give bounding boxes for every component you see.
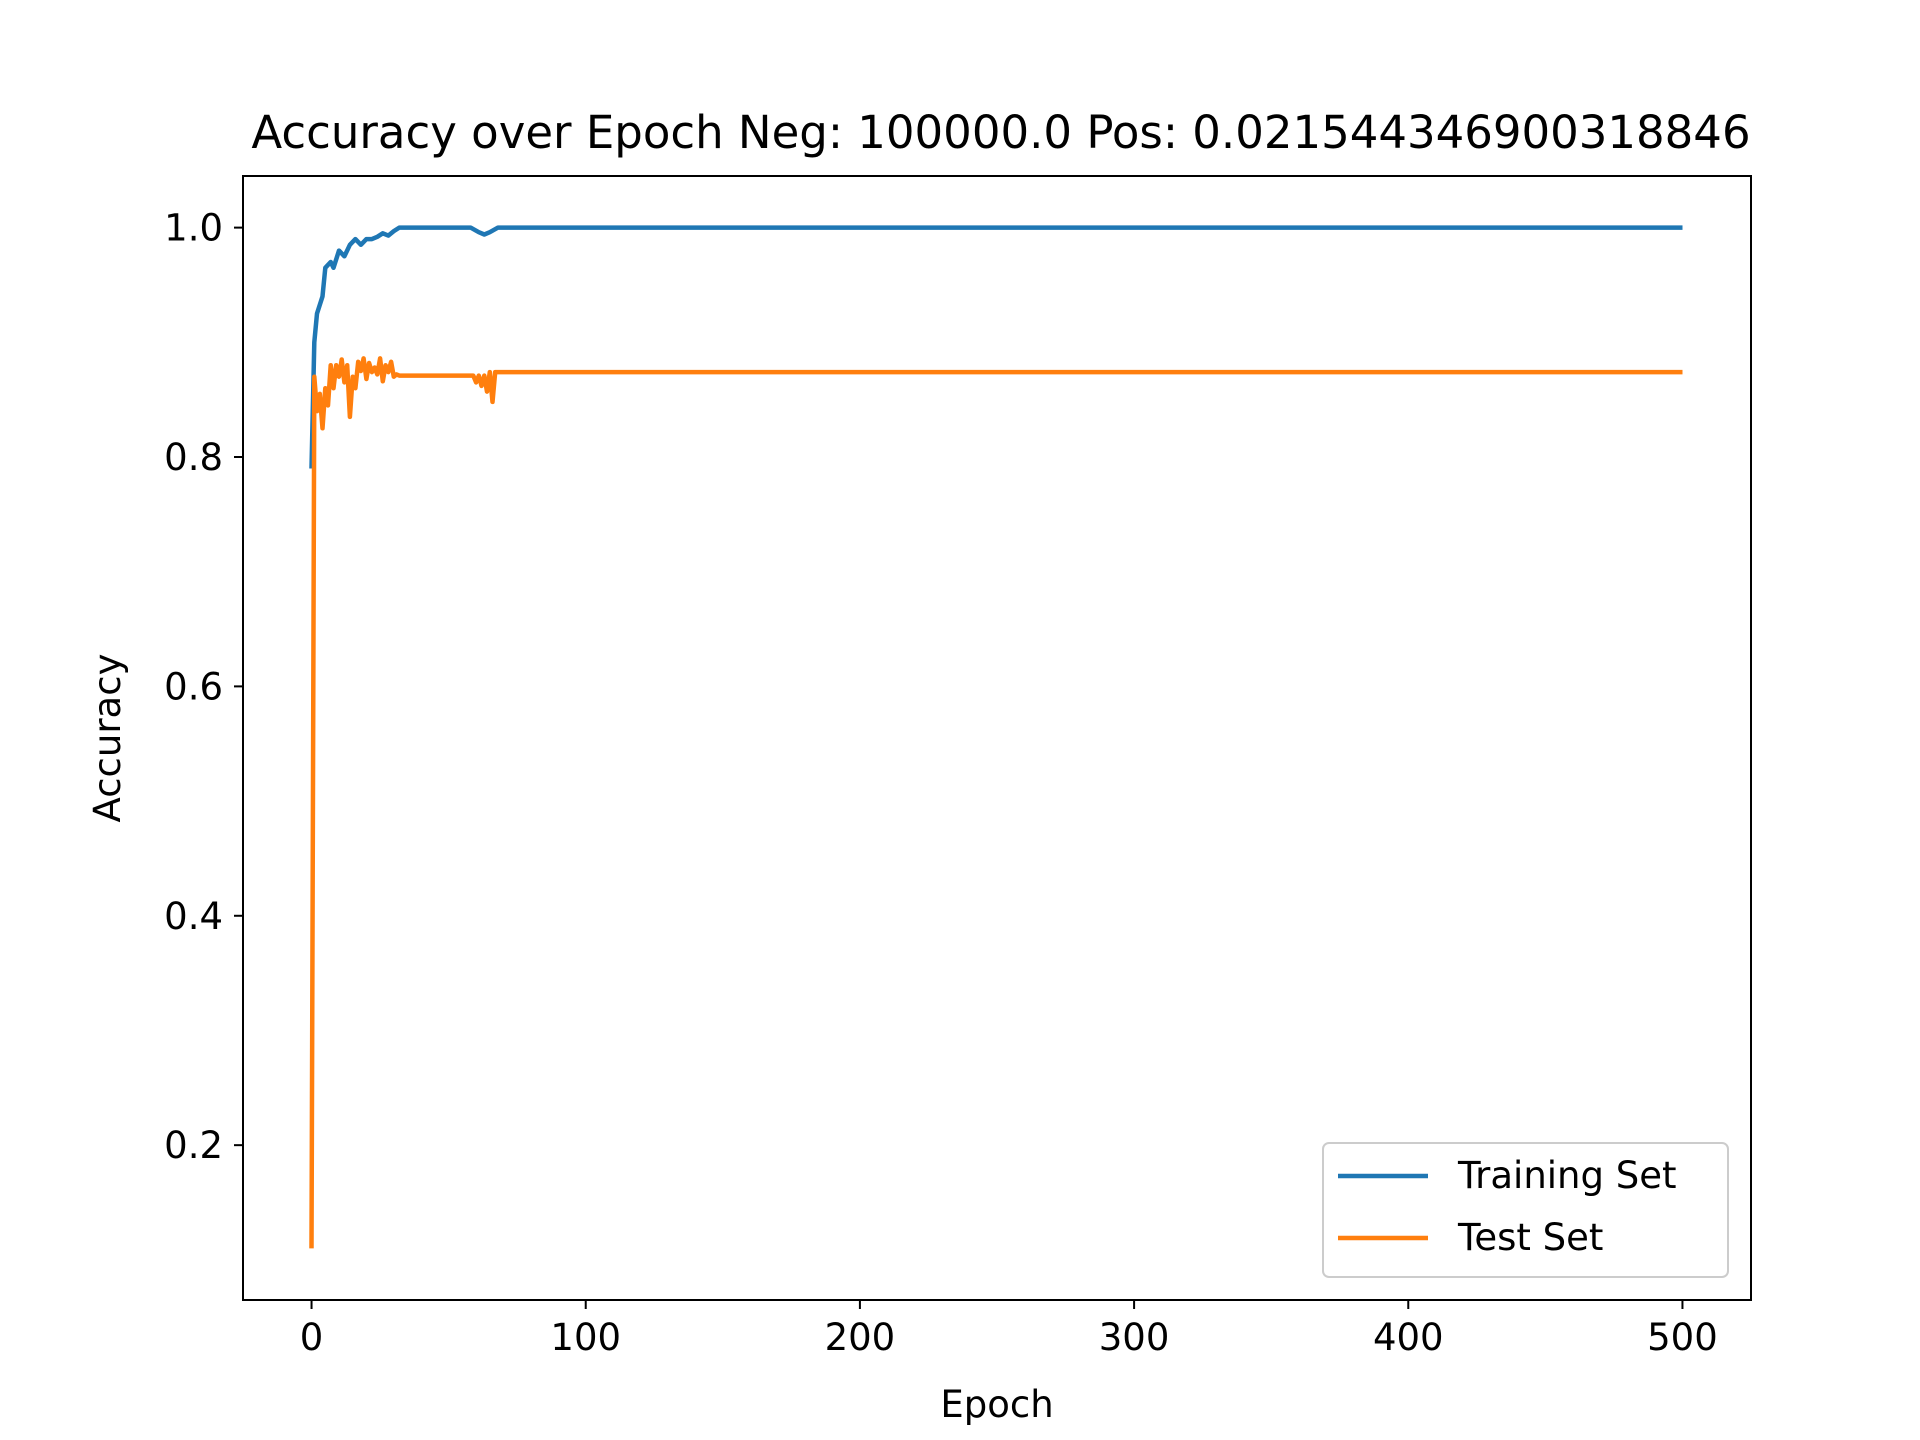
legend-label-training-set: Training Set bbox=[1457, 1154, 1677, 1197]
x-tick-label: 200 bbox=[825, 1316, 896, 1359]
x-axis: 0 100 200 300 400 500 bbox=[300, 1300, 1718, 1359]
series-layer bbox=[309, 225, 1683, 1249]
x-tick-label: 500 bbox=[1647, 1316, 1718, 1359]
y-axis-label: Accuracy bbox=[86, 654, 129, 823]
y-tick-label: 0.2 bbox=[164, 1124, 223, 1167]
legend: Training Set Test Set bbox=[1322, 1142, 1729, 1278]
axes-frame bbox=[242, 175, 1752, 1301]
y-axis: 0.2 0.4 0.6 0.8 1.0 bbox=[164, 207, 243, 1167]
chart-title: Accuracy over Epoch Neg: 100000.0 Pos: 0… bbox=[251, 106, 1750, 159]
series-line-training-set bbox=[309, 225, 1683, 469]
series-line-test-set bbox=[309, 356, 1683, 1249]
legend-label-test-set: Test Set bbox=[1457, 1216, 1603, 1259]
x-tick-label: 0 bbox=[300, 1316, 324, 1359]
y-tick-label: 0.6 bbox=[164, 665, 223, 708]
y-tick-label: 1.0 bbox=[164, 207, 223, 250]
y-tick-label: 0.8 bbox=[164, 436, 223, 479]
y-tick-label: 0.4 bbox=[164, 895, 223, 938]
x-tick-label: 400 bbox=[1373, 1316, 1444, 1359]
x-tick-label: 100 bbox=[550, 1316, 621, 1359]
x-axis-label: Epoch bbox=[940, 1383, 1053, 1426]
x-tick-label: 300 bbox=[1099, 1316, 1170, 1359]
